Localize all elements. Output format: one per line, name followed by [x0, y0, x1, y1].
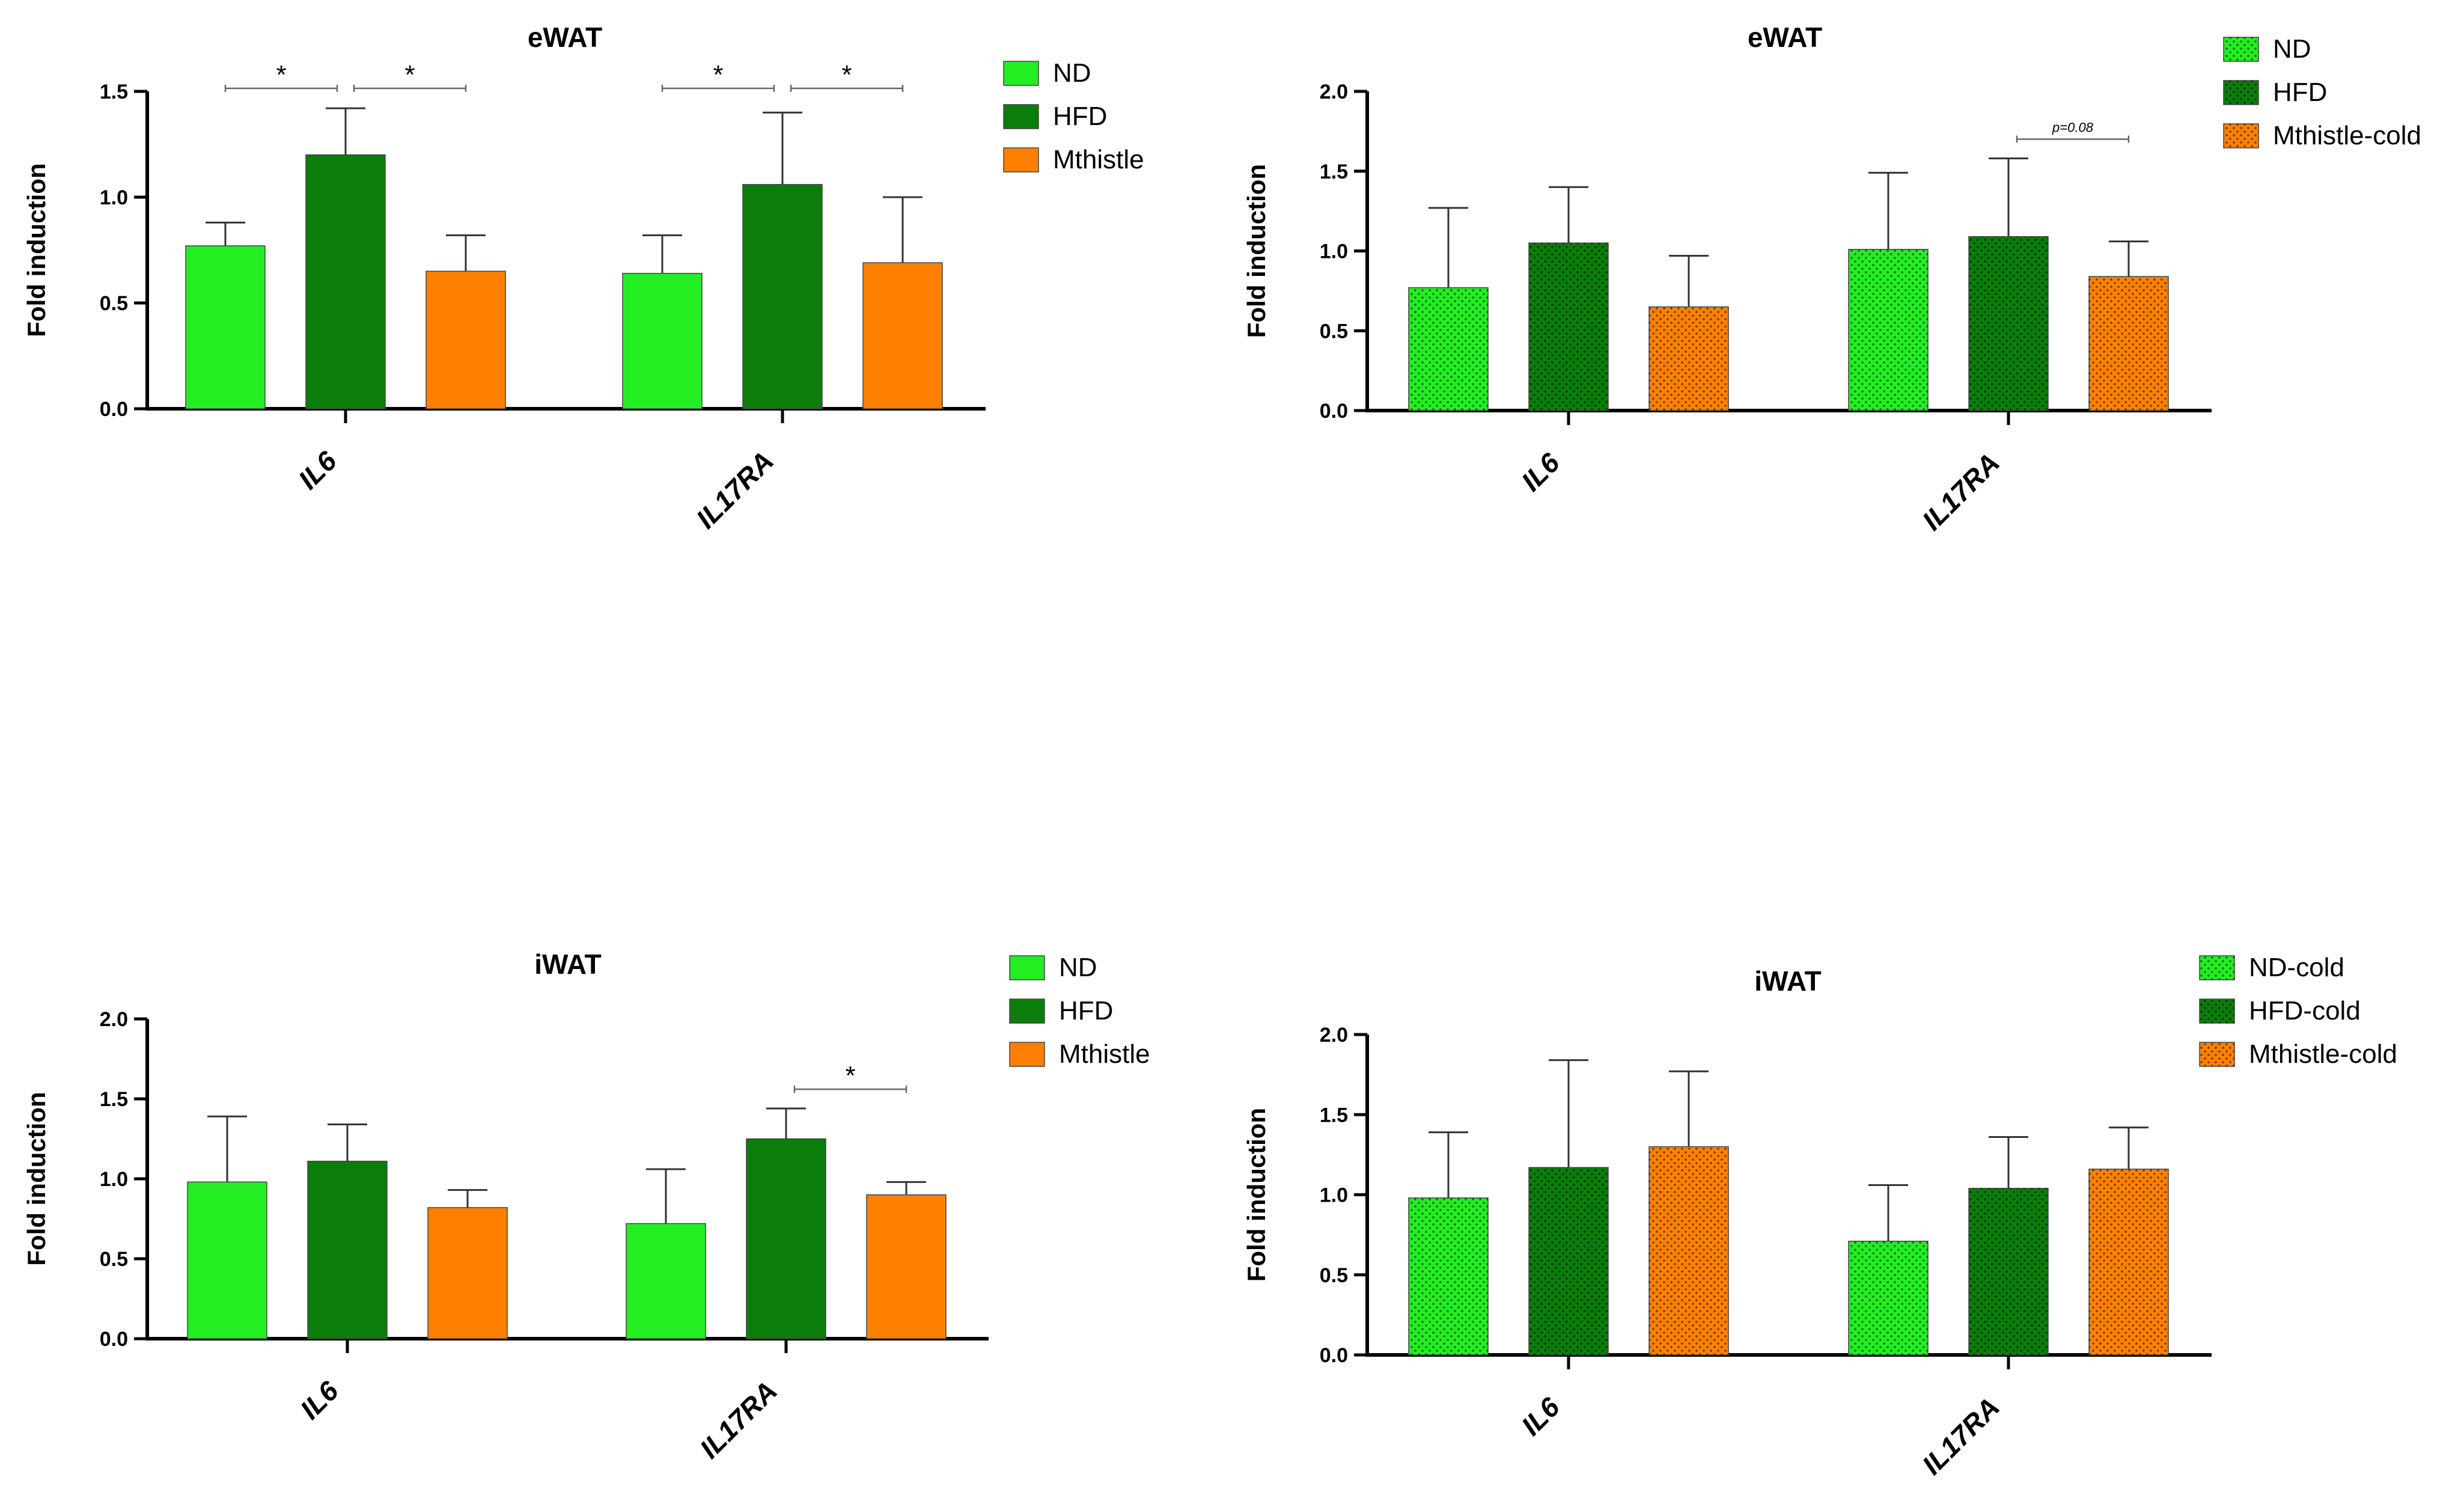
- legend-label: Mthistle-cold: [2249, 1039, 2397, 1069]
- y-tick-label: 0.0: [100, 398, 128, 421]
- x-category-label: IL6: [1515, 447, 1566, 497]
- significance-label: *: [841, 60, 852, 90]
- x-category-label: IL17RA: [1916, 1391, 2005, 1481]
- bar-Mthistle: [866, 1194, 947, 1339]
- x-category-label: IL17RA: [1916, 447, 2005, 536]
- y-tick-label: 1.0: [100, 1168, 128, 1191]
- y-tick-label: 0.0: [100, 1328, 128, 1351]
- y-tick-label: 1.5: [100, 1088, 128, 1111]
- y-tick-label: 0.5: [1320, 1264, 1348, 1287]
- y-tick-label: 0.0: [1320, 1344, 1348, 1367]
- x-category-label: IL17RA: [694, 1375, 783, 1464]
- y-tick-label: 1.0: [100, 186, 128, 209]
- significance-label: *: [713, 60, 723, 90]
- y-tick-label: 0.0: [1320, 400, 1348, 423]
- significance-label: *: [404, 60, 415, 90]
- y-tick-label: 0.5: [100, 1248, 128, 1271]
- legend-label: Mthistle-cold: [2273, 121, 2421, 150]
- legend-label: Mthistle: [1059, 1039, 1150, 1069]
- x-category-label: IL6: [292, 445, 343, 495]
- bar-pattern-ND-cold: [1409, 1197, 1488, 1355]
- chart-panel-2: eWAT Fold induction 0.0 0.5 1.0 1.5 2.0 IL6 IL17…: [1242, 22, 2421, 536]
- legend-label: HFD-cold: [2249, 996, 2361, 1026]
- x-category-label: IL6: [1515, 1391, 1566, 1441]
- bar-pattern-Mthistle-cold: [1649, 307, 1728, 411]
- legend-swatch-pattern: [2200, 999, 2234, 1023]
- legend-swatch-pattern: [2224, 37, 2258, 61]
- legend-swatch-pattern: [2200, 1042, 2234, 1066]
- bar-Mthistle: [427, 1207, 508, 1339]
- y-axis-label: Fold induction: [1242, 1108, 1270, 1282]
- x-category-label: IL17RA: [690, 445, 779, 534]
- y-tick-label: 0.5: [1320, 320, 1348, 343]
- bar-pattern-HFD-cold: [1969, 1188, 2048, 1355]
- legend-swatch-HFD: [1009, 998, 1045, 1024]
- bar-ND: [626, 1223, 706, 1339]
- bar-ND: [185, 245, 266, 409]
- y-axis-label: Fold induction: [1242, 164, 1270, 338]
- bar-HFD: [742, 184, 823, 409]
- bar-pattern-Mthistle-cold: [2089, 276, 2168, 411]
- bar-pattern-ND: [1849, 249, 1928, 411]
- y-tick-label: 0.5: [100, 292, 128, 315]
- y-tick-label: 1.5: [100, 81, 128, 103]
- bar-ND: [187, 1181, 267, 1339]
- bar-pattern-Mthistle-cold: [2089, 1169, 2168, 1355]
- bar-pattern-HFD: [1969, 236, 2048, 411]
- chart-panel-4: iWAT Fold induction 0.0 0.5 1.0 1.5 2.0 IL6 IL17…: [1242, 953, 2397, 1481]
- bar-pattern-HFD-cold: [1529, 1167, 1608, 1355]
- legend-swatch-ND: [1009, 955, 1045, 980]
- y-tick-label: 1.5: [1320, 1104, 1348, 1127]
- bar-ND: [622, 272, 703, 409]
- chart-panel-1: eWAT Fold induction 0.0 0.5 1.0 1.5 IL6 IL17RA *…: [22, 22, 1144, 534]
- x-category-label: IL6: [294, 1375, 344, 1425]
- y-tick-label: 1.0: [1320, 1184, 1348, 1207]
- legend-label: ND: [1059, 953, 1097, 982]
- bar-Mthistle: [425, 271, 506, 409]
- y-tick-label: 2.0: [100, 1008, 128, 1031]
- significance-label: p=0.08: [2052, 120, 2094, 135]
- legend-swatch-pattern: [2224, 81, 2258, 105]
- bar-pattern-HFD: [1529, 243, 1608, 411]
- bar-HFD: [305, 154, 386, 409]
- chart-title: iWAT: [534, 949, 602, 980]
- y-tick-label: 1.0: [1320, 240, 1348, 263]
- bar-HFD: [307, 1160, 388, 1339]
- chart-title: eWAT: [1748, 22, 1822, 53]
- significance-label: *: [845, 1061, 855, 1090]
- legend-swatch-Mthistle: [1009, 1042, 1045, 1067]
- chart-title: eWAT: [528, 22, 602, 53]
- bar-pattern-Mthistle-cold: [1649, 1146, 1728, 1355]
- legend-swatch-pattern: [2200, 956, 2234, 980]
- chart-panel-3: iWAT Fold induction 0.0 0.5 1.0 1.5 2.0 IL6 IL17…: [22, 949, 1150, 1464]
- bar-pattern-ND: [1409, 287, 1488, 411]
- legend-label: HFD: [2273, 78, 2327, 107]
- chart-title: iWAT: [1754, 965, 1822, 997]
- bar-Mthistle: [862, 262, 943, 409]
- y-tick-label: 2.0: [1320, 1024, 1348, 1047]
- legend-label: ND: [2273, 34, 2311, 64]
- legend-label: ND-cold: [2249, 953, 2344, 982]
- y-axis-label: Fold induction: [22, 163, 50, 337]
- legend-label: ND: [1053, 58, 1091, 88]
- bar-HFD: [746, 1138, 826, 1339]
- significance-label: *: [276, 60, 286, 90]
- legend-swatch-pattern: [2224, 124, 2258, 148]
- legend-swatch-Mthistle: [1003, 147, 1039, 173]
- legend-swatch-ND: [1003, 61, 1039, 86]
- legend-label: HFD: [1059, 996, 1113, 1026]
- bar-pattern-ND-cold: [1849, 1241, 1928, 1355]
- y-tick-label: 2.0: [1320, 81, 1348, 103]
- y-tick-label: 1.5: [1320, 160, 1348, 183]
- y-axis-label: Fold induction: [22, 1092, 50, 1265]
- legend-swatch-HFD: [1003, 104, 1039, 129]
- legend-label: HFD: [1053, 102, 1107, 131]
- legend-label: Mthistle: [1053, 145, 1144, 174]
